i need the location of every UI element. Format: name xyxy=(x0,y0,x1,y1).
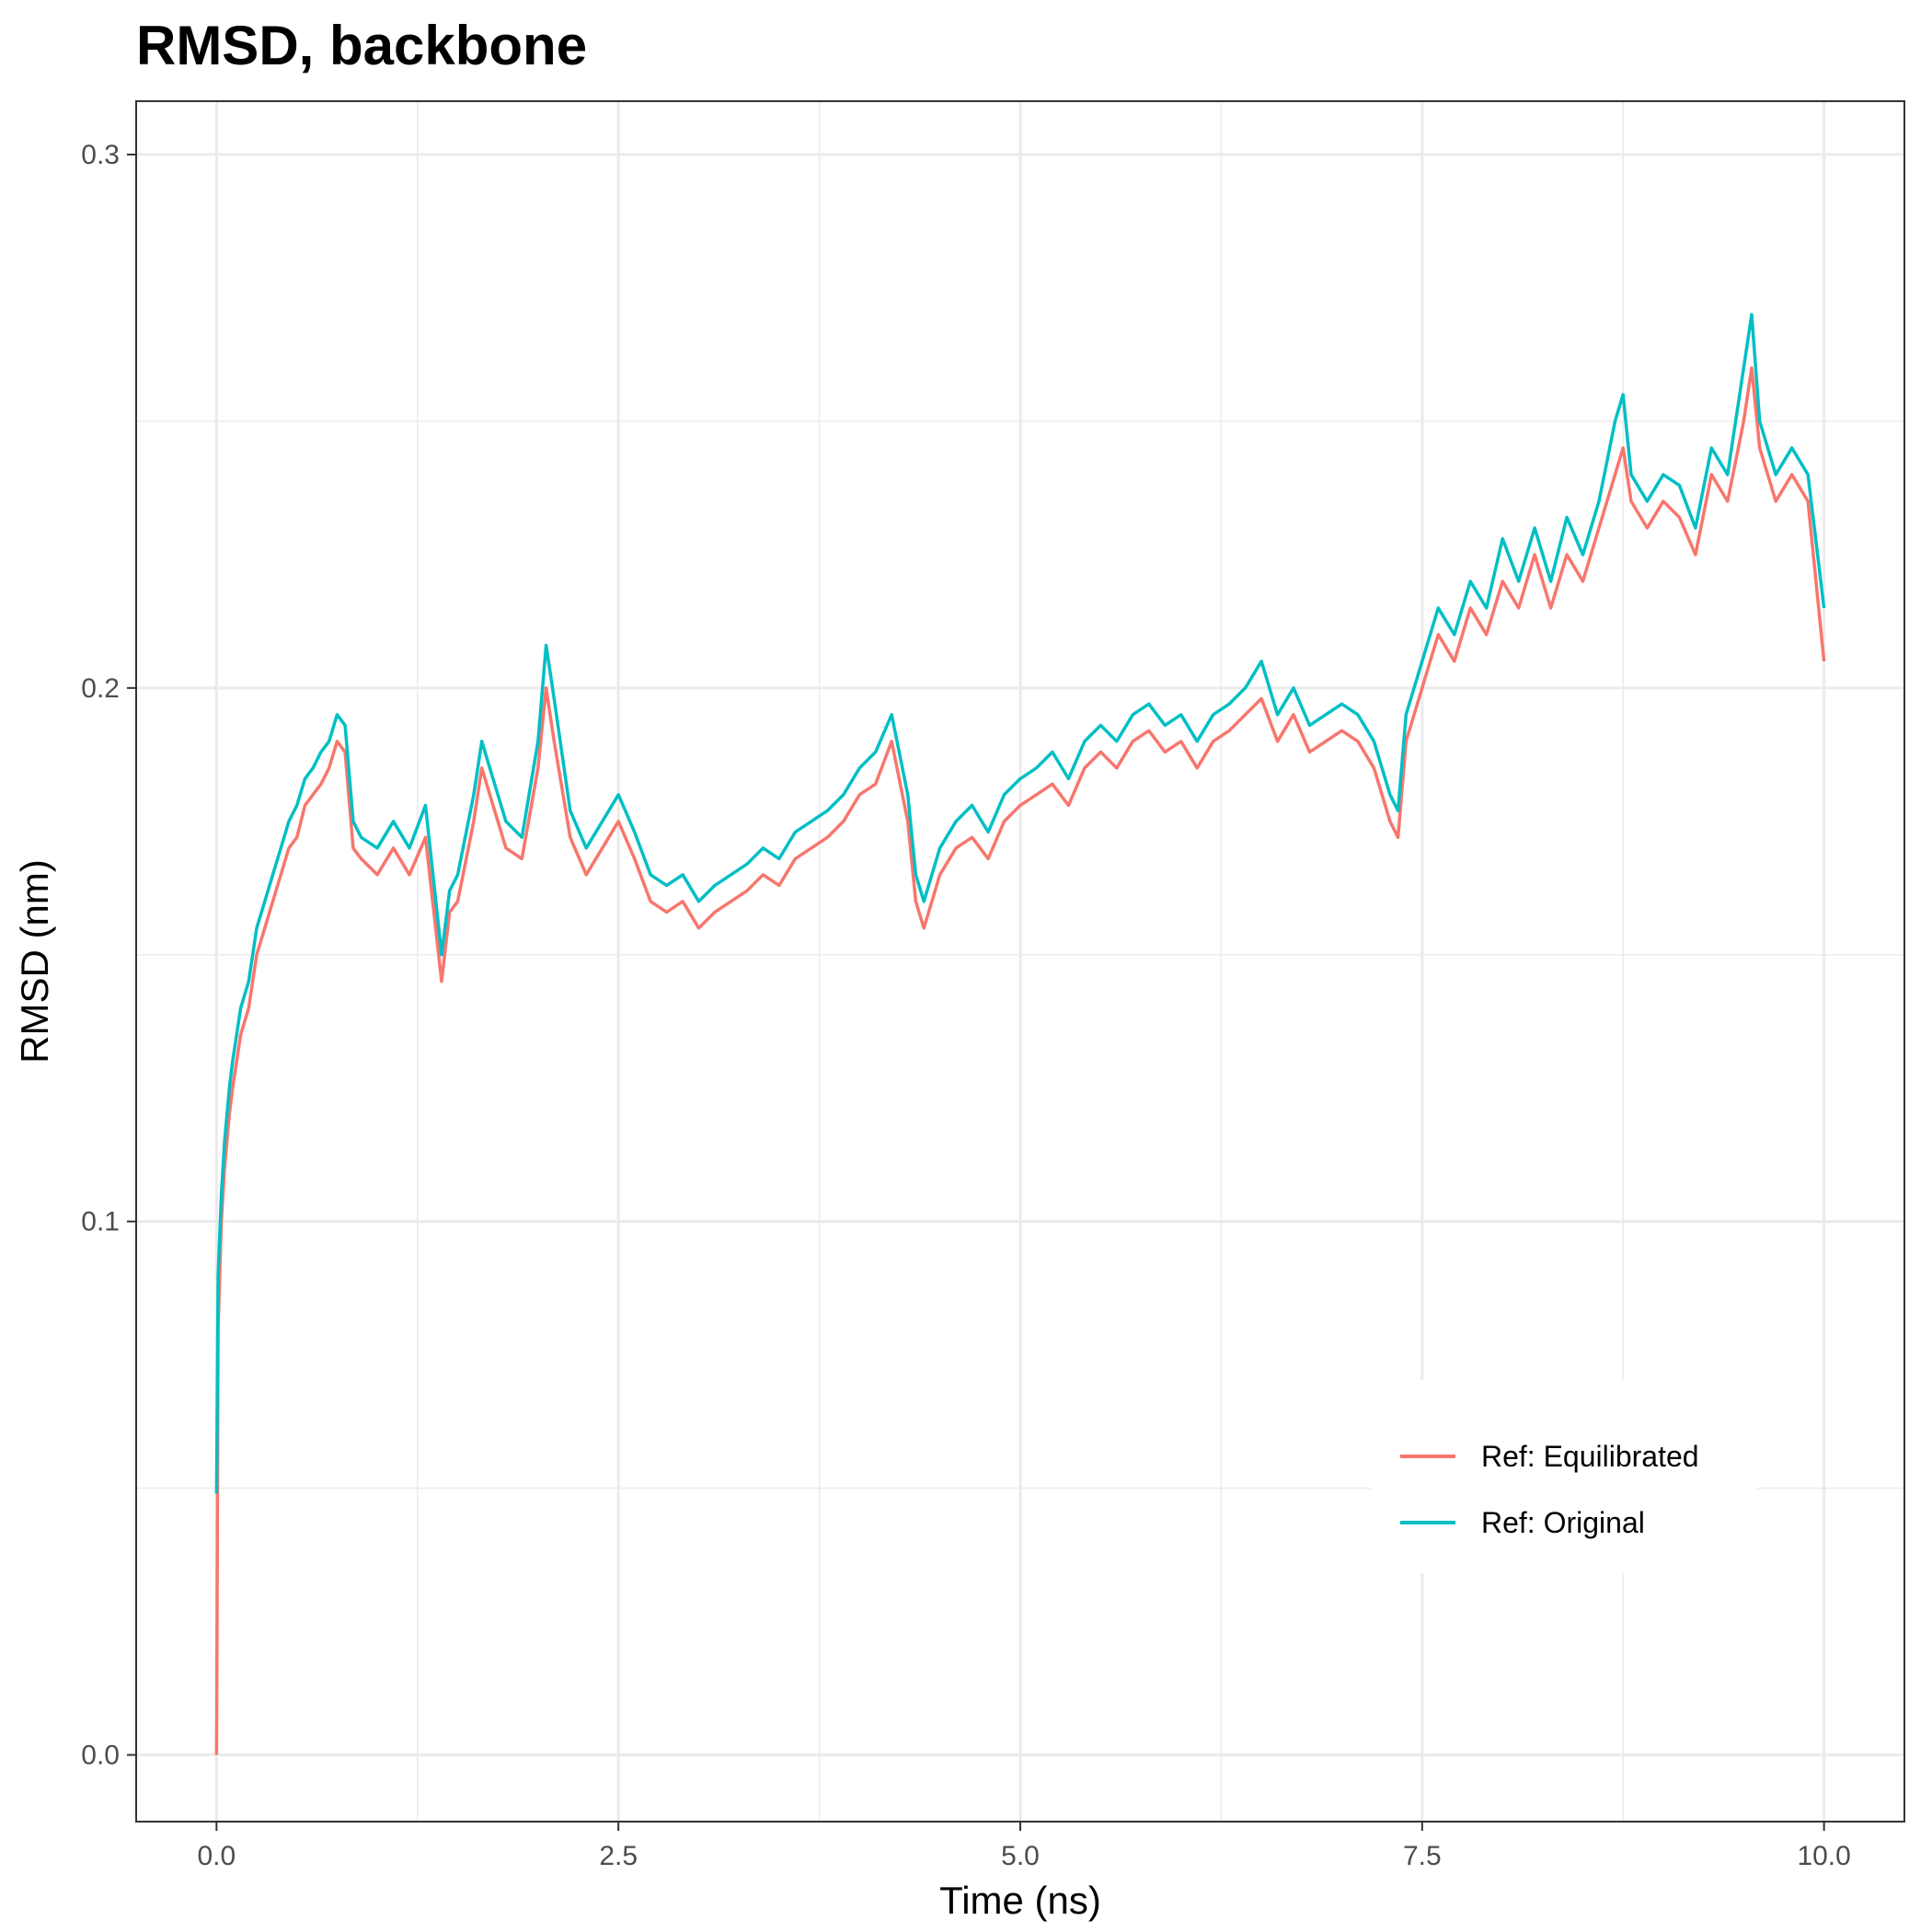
legend-label-equilibrated: Ref: Equilibrated xyxy=(1481,1440,1699,1473)
x-tick-label: 10.0 xyxy=(1797,1841,1850,1871)
y-tick-label: 0.3 xyxy=(81,140,120,170)
series-line-equilibrated xyxy=(214,366,1826,1755)
x-axis-title: Time (ns) xyxy=(939,1879,1101,1922)
legend: Ref: Equilibrated Ref: Original xyxy=(1371,1380,1757,1573)
legend-label-original: Ref: Original xyxy=(1481,1506,1645,1539)
x-tick-label: 0.0 xyxy=(198,1841,236,1871)
legend-background xyxy=(1371,1380,1757,1573)
y-axis-title: RMSD (nm) xyxy=(13,859,56,1064)
chart-title: RMSD, backbone xyxy=(136,15,587,76)
y-tick-label: 0.2 xyxy=(81,673,120,704)
axis-ticks: 0.0 2.5 5.0 7.5 10.0 0.0 0.1 0.2 0.3 xyxy=(81,140,1851,1871)
series-line-original xyxy=(214,313,1826,1494)
series-lines xyxy=(214,313,1826,1755)
y-tick-label: 0.0 xyxy=(81,1741,120,1771)
x-tick-label: 7.5 xyxy=(1403,1841,1442,1871)
y-tick-label: 0.1 xyxy=(81,1207,120,1237)
x-tick-label: 5.0 xyxy=(1001,1841,1040,1871)
x-tick-label: 2.5 xyxy=(599,1841,638,1871)
